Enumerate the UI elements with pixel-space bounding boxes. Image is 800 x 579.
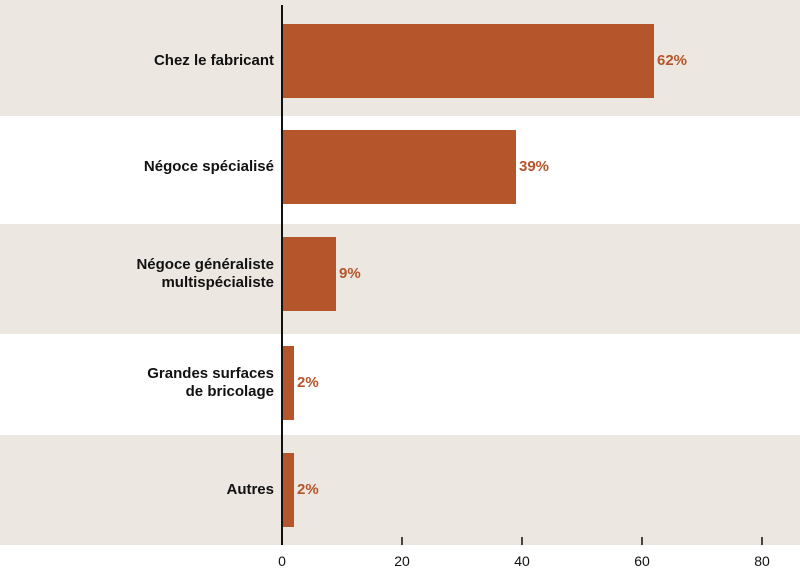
x-tick-label: 20 xyxy=(394,553,410,569)
value-label: 39% xyxy=(519,158,549,175)
x-tick-label: 0 xyxy=(278,553,286,569)
category-label: Négoce généraliste multispécialiste xyxy=(136,256,274,291)
row-band xyxy=(0,334,800,435)
bar xyxy=(282,130,516,204)
category-label: Chez le fabricant xyxy=(154,52,274,69)
row-band xyxy=(0,435,800,545)
value-label: 62% xyxy=(657,52,687,69)
bar xyxy=(282,346,294,420)
axes: 0 20 40 60 80 xyxy=(278,5,770,569)
bar xyxy=(282,24,654,98)
bars xyxy=(282,24,654,527)
value-labels: 62% 39% 9% 2% 2% xyxy=(297,52,687,498)
category-labels: Chez le fabricant Négoce spécialisé Négoce… xyxy=(136,52,274,498)
bar xyxy=(282,237,336,311)
category-label: Négoce spécialisé xyxy=(144,158,274,175)
row-band xyxy=(0,224,800,334)
value-label: 9% xyxy=(339,265,361,282)
x-tick-label: 40 xyxy=(514,553,530,569)
category-label: Autres xyxy=(226,481,274,498)
x-tick-label: 60 xyxy=(634,553,650,569)
x-tick-label: 80 xyxy=(754,553,770,569)
category-label: Grandes surfaces de bricolage xyxy=(147,365,274,400)
value-label: 2% xyxy=(297,481,319,498)
bar xyxy=(282,453,294,527)
value-label: 2% xyxy=(297,374,319,391)
